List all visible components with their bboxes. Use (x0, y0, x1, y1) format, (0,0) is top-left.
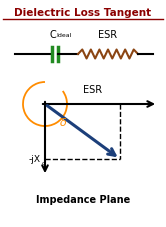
Text: δ: δ (60, 118, 66, 127)
Text: Dielectric Loss Tangent: Dielectric Loss Tangent (14, 8, 152, 18)
Text: C: C (50, 30, 57, 40)
Text: c: c (42, 161, 45, 166)
Text: ESR: ESR (98, 30, 118, 40)
Text: ESR: ESR (83, 85, 103, 95)
Text: Ideal: Ideal (56, 33, 71, 38)
Text: Impedance Plane: Impedance Plane (36, 194, 130, 204)
Text: -jX: -jX (29, 155, 41, 164)
